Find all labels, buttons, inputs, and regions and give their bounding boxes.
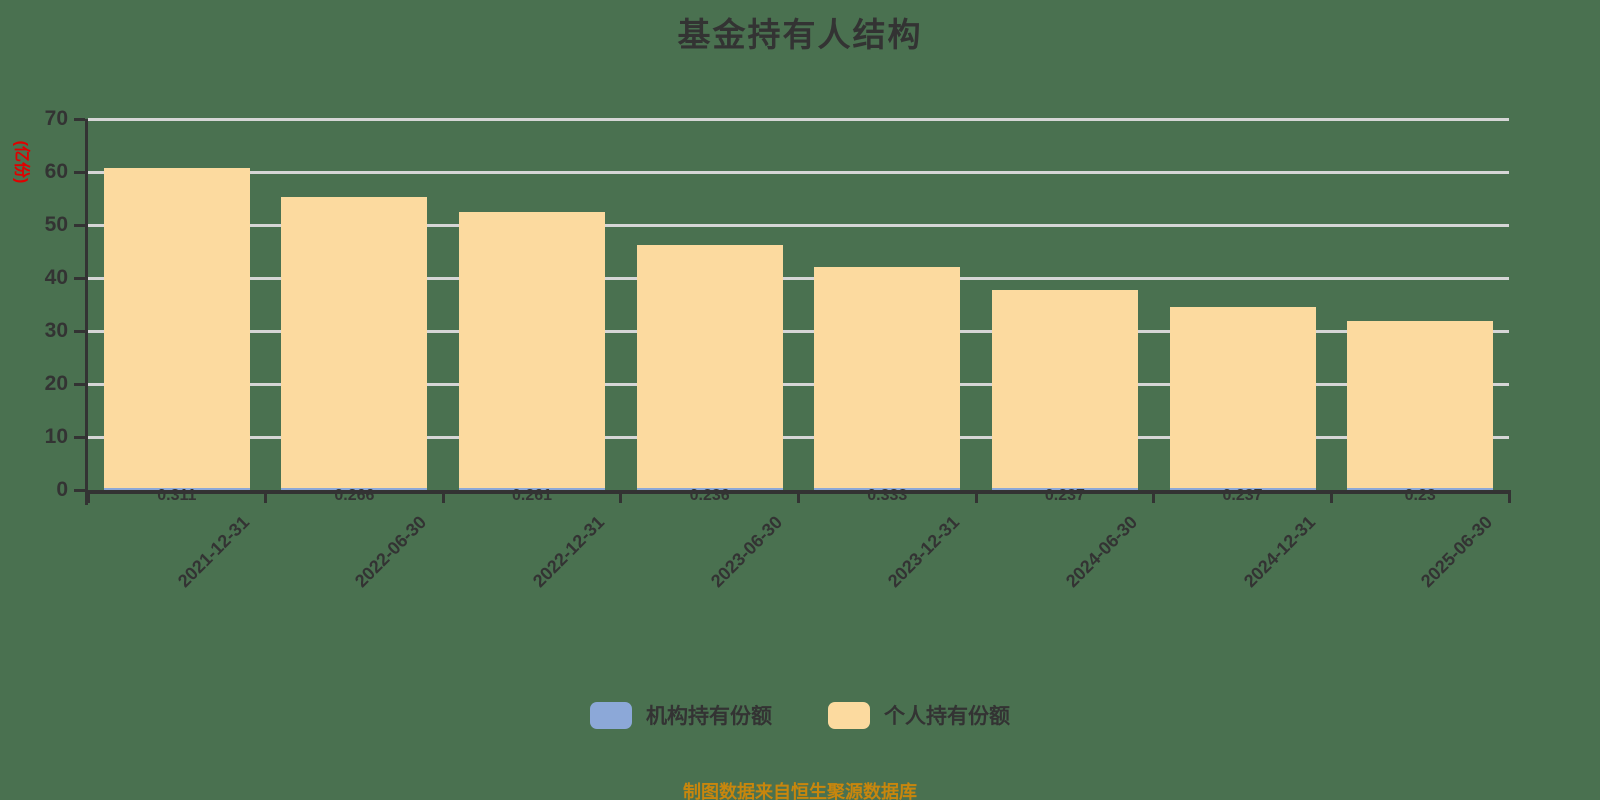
y-tick-label: 30 [44, 319, 68, 342]
x-tick-mark [797, 490, 800, 503]
bar-group [103, 167, 250, 490]
x-axis-label: 2021-12-31 [173, 512, 253, 592]
bar-segment-individual[interactable] [991, 289, 1138, 488]
bar-group [281, 196, 428, 490]
gridline [88, 382, 1509, 386]
bar-segment-institutional[interactable] [281, 488, 428, 490]
data-source-note: 制图数据来自恒生聚源数据库 [683, 782, 917, 802]
y-tick-label: 60 [44, 160, 68, 183]
bar-segment-institutional[interactable] [991, 488, 1138, 490]
x-tick-mark [1507, 490, 1511, 503]
y-tick-mark [74, 488, 85, 492]
y-tick-mark [74, 435, 85, 439]
y-tick-mark [74, 382, 85, 386]
legend-swatch [590, 701, 632, 729]
gridline [88, 276, 1509, 280]
x-axis-label: 2023-06-30 [706, 512, 786, 592]
y-tick-mark [74, 170, 85, 174]
gridline [88, 170, 1509, 174]
x-axis-label: 2023-12-31 [884, 512, 964, 592]
bar-segment-individual[interactable] [103, 167, 250, 488]
x-tick-mark [441, 490, 445, 503]
bar-group [1169, 306, 1316, 490]
y-tick-label: 70 [44, 107, 68, 130]
bar-segment-institutional[interactable] [1347, 488, 1494, 490]
y-tick-label: 20 [44, 372, 68, 395]
x-tick-mark [1152, 490, 1156, 503]
bar-segment-individual[interactable] [814, 267, 961, 488]
bar-segment-institutional[interactable] [814, 488, 961, 490]
legend: 机构持有份额 个人持有份额 [0, 700, 1600, 730]
x-tick-mark [619, 490, 623, 503]
x-axis-line [88, 490, 1509, 494]
bar-segment-institutional[interactable] [636, 488, 783, 490]
bar-segment-institutional[interactable] [103, 488, 250, 490]
legend-swatch [828, 701, 870, 729]
x-axis-label: 2025-06-30 [1417, 512, 1497, 592]
x-axis-label: 2022-06-30 [351, 512, 431, 592]
y-tick-label: 0 [56, 478, 68, 501]
bar-segment-institutional[interactable] [1169, 488, 1316, 490]
bar-group [636, 244, 783, 490]
bar-segment-individual[interactable] [636, 244, 783, 488]
gridline [88, 117, 1509, 121]
y-tick-mark [74, 329, 85, 333]
y-tick-mark [74, 276, 85, 280]
x-axis-label: 2024-06-30 [1061, 512, 1142, 592]
bar-group [991, 289, 1138, 490]
bar-group [1347, 321, 1494, 490]
bar-segment-individual[interactable] [459, 211, 606, 488]
legend-label: 机构持有份额 [646, 705, 772, 728]
y-tick-label: 40 [44, 266, 68, 289]
bar-segment-institutional[interactable] [459, 488, 606, 490]
x-axis-label: 2022-12-31 [528, 512, 609, 592]
bar-segment-individual[interactable] [281, 196, 428, 488]
y-axis-line [85, 119, 88, 505]
x-tick-mark [974, 490, 978, 503]
plot-area: 0 10 20 30 40 50 60 70 0.311 0.266 0.261 0.236 0.333… [45, 108, 1511, 505]
bar-group [814, 267, 961, 490]
y-tick-label: 50 [44, 213, 68, 236]
legend-item[interactable]: 个人持有份额 [828, 700, 1010, 730]
legend-label: 个人持有份额 [884, 705, 1010, 728]
y-tick-label: 10 [44, 425, 68, 448]
y-tick-mark [74, 223, 85, 227]
bar-segment-individual[interactable] [1347, 321, 1494, 488]
x-tick-mark [1329, 490, 1333, 503]
legend-item[interactable]: 机构持有份额 [590, 700, 772, 730]
x-tick-mark [264, 490, 268, 503]
bar-segment-individual[interactable] [1169, 306, 1316, 488]
gridline [88, 435, 1509, 439]
chart-title: 基金持有人结构 [677, 16, 923, 53]
gridline [88, 329, 1509, 333]
x-axis-label: 2024-12-31 [1239, 512, 1319, 592]
gridline [88, 223, 1509, 227]
bar-group [459, 211, 606, 490]
y-tick-mark [74, 117, 85, 121]
x-tick-mark [86, 490, 90, 503]
